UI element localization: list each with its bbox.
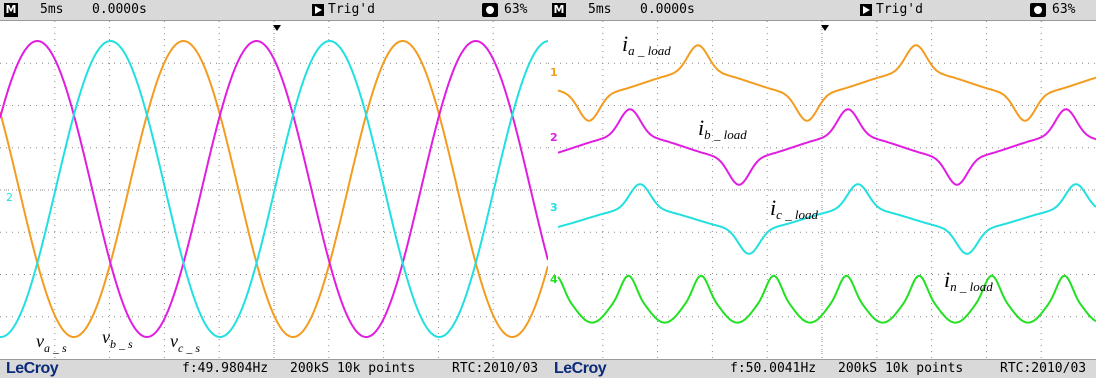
channel-marker-2: 2 — [550, 131, 558, 144]
trigger-status: Trig'd — [876, 2, 923, 17]
time-offset: 0.0000s — [92, 2, 147, 17]
series-label-i_c_load: ic _ load — [770, 195, 819, 222]
battery-icon — [482, 3, 498, 17]
series-label-i_a_load: ia _ load — [622, 31, 671, 58]
waveform-plot-right: 1 2 3 4 ia _ load ib _ load ic _ load in _ load — [548, 21, 1096, 359]
timebase: 5ms — [40, 2, 64, 17]
bottom-status-bar: LeCroy f:49.9804Hz 200kS 10k points RTC:… — [0, 359, 548, 378]
series-line-v_a_s — [0, 40, 548, 339]
battery-level: 63% — [504, 2, 528, 17]
frequency-readout: f:50.0041Hz — [730, 361, 817, 376]
series-label-v_a_s: va _ s — [36, 331, 67, 355]
brand-logo: LeCroy — [554, 360, 607, 377]
scope-right: M 5ms 0.0000s Trig'd 63% 1 2 3 4 ia _ load ib… — [548, 0, 1096, 378]
waveform-plot-left: va _ s vb _ s vc _ s 2 — [0, 21, 548, 359]
sampling-readout: 200kS 10k points — [290, 361, 416, 376]
trigger-icon — [312, 4, 324, 16]
channel-marker-1: 1 — [550, 66, 558, 79]
sampling-readout: 200kS 10k points — [838, 361, 964, 376]
mode-badge: M — [4, 3, 18, 17]
series-line-v_b_s — [0, 40, 548, 339]
battery-icon — [1030, 3, 1046, 17]
trigger-icon — [860, 4, 872, 16]
scope-left: M 5ms 0.0000s Trig'd 63% va _ s vb _ s vc … — [0, 0, 548, 378]
mode-badge: M — [552, 3, 566, 17]
frequency-readout: f:49.9804Hz — [182, 361, 269, 376]
series-line-v_c_s — [0, 40, 548, 339]
series-line-i_a_load — [557, 44, 1096, 122]
timebase: 5ms — [588, 2, 612, 17]
battery-level: 63% — [1052, 2, 1076, 17]
trigger-position-marker — [273, 25, 281, 31]
series-line-i_c_load — [557, 183, 1096, 255]
channel-marker-4: 4 — [550, 273, 558, 286]
brand-logo: LeCroy — [6, 360, 59, 377]
trigger-status: Trig'd — [328, 2, 375, 17]
channel-marker-3: 3 — [550, 201, 558, 214]
bottom-status-bar: LeCroy f:50.0041Hz 200kS 10k points RTC:… — [548, 359, 1096, 378]
series-line-i_b_load — [557, 108, 1096, 186]
grid — [548, 21, 1096, 359]
time-offset: 0.0000s — [640, 2, 695, 17]
trigger-position-marker — [821, 25, 829, 31]
series-label-v_b_s: vb _ s — [102, 327, 133, 351]
series-label-i_b_load: ib _ load — [698, 115, 747, 142]
rtc-readout: RTC:2010/03 — [452, 361, 539, 376]
series-label-i_n_load: in _ load — [944, 267, 993, 294]
channel-marker: 2 — [6, 191, 13, 204]
top-status-bar: M 5ms 0.0000s Trig'd 63% — [0, 0, 548, 21]
series-label-v_c_s: vc _ s — [170, 331, 200, 355]
rtc-readout: RTC:2010/03 — [1000, 361, 1087, 376]
top-status-bar: M 5ms 0.0000s Trig'd 63% — [548, 0, 1096, 21]
series-line-i_n_load — [557, 274, 1096, 324]
